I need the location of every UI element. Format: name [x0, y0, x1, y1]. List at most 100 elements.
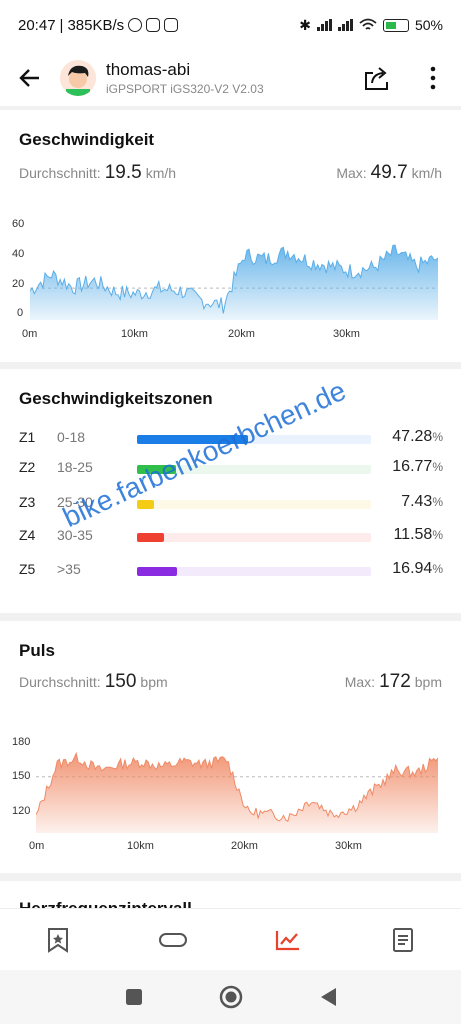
x-tick-label: 20km — [228, 328, 255, 340]
status-time: 20:47 — [18, 16, 56, 34]
zone-label: Z2 — [19, 459, 36, 475]
status-bar: 20:47 | 385KB/s ✱ 50% — [0, 0, 461, 50]
zone-bar-fill — [137, 465, 177, 474]
zone-row: Z4 30-35 11.58% — [19, 526, 443, 547]
battery-icon — [382, 18, 409, 32]
pulse-card: Puls Durchschnitt: 150 bpm Max: 172 bpm 180 … — [0, 621, 461, 873]
pulse-chart — [36, 751, 438, 833]
zone-percent: 16.94% — [392, 560, 443, 577]
pulse-max: Max: 172 bpm — [344, 671, 442, 692]
series-area — [30, 245, 438, 320]
heart-rate-interval-card: Herzfrequenzintervall — [0, 881, 461, 908]
tab-overview[interactable] — [0, 909, 115, 970]
y-tick-label: 180 — [12, 736, 31, 748]
wifi-icon — [359, 18, 377, 30]
signal-icon — [316, 19, 332, 31]
x-tick-label: 30km — [335, 840, 362, 852]
y-tick-label: 150 — [12, 770, 31, 782]
tab-charts[interactable] — [231, 909, 346, 970]
zone-percent: 16.77% — [392, 458, 443, 475]
system-navigation-bar — [0, 970, 461, 1024]
y-tick-label: 40 — [12, 248, 25, 260]
x-tick-label: 30km — [333, 328, 360, 340]
pulse-max-value: 172 — [379, 671, 411, 692]
arrow-left-icon — [19, 69, 39, 87]
zone-row: Z5 >35 16.94% — [19, 560, 443, 581]
x-tick-label: 0m — [29, 840, 45, 852]
pulse-average: Durchschnitt: 150 bpm — [19, 671, 168, 692]
zone-bar-fill — [137, 500, 155, 509]
share-button[interactable] — [349, 50, 405, 106]
line-chart-icon — [276, 930, 300, 950]
zone-row: Z3 25-30 7.43% — [19, 493, 443, 514]
zone-range: 0-18 — [57, 429, 86, 445]
series-area — [36, 753, 438, 833]
zone-row: Z2 18-25 16.77% — [19, 458, 443, 479]
more-options-button[interactable] — [405, 50, 461, 106]
zone-label: Z1 — [19, 429, 36, 445]
zone-label: Z4 — [19, 527, 36, 543]
recents-button[interactable] — [125, 988, 143, 1006]
discord-icon — [164, 18, 179, 32]
back-nav-button[interactable] — [319, 987, 337, 1007]
back-button[interactable] — [0, 50, 60, 106]
whatsapp-icon — [128, 18, 143, 32]
zone-bar-track — [137, 567, 371, 576]
more-vertical-icon — [430, 66, 436, 90]
zone-range: 30-35 — [57, 527, 93, 543]
zone-range: 18-25 — [57, 459, 93, 475]
speed-average: Durchschnitt: 19.5 km/h — [19, 162, 177, 183]
zone-bar-fill — [137, 435, 248, 444]
zone-label: Z3 — [19, 494, 36, 510]
zone-bar-track — [137, 500, 371, 509]
zones-title: Geschwindigkeitszonen — [19, 389, 213, 408]
heart-rate-interval-title: Herzfrequenzintervall — [19, 899, 192, 908]
app-header: thomas-abi iGPSPORT iGS320-V2 V2.03 — [0, 50, 461, 106]
x-tick-label: 0m — [22, 328, 38, 340]
tab-details[interactable] — [346, 909, 461, 970]
home-button[interactable] — [219, 985, 243, 1009]
zone-percent: 7.43% — [401, 493, 443, 510]
pulse-title: Puls — [19, 641, 55, 660]
zone-bar-track — [137, 533, 371, 542]
pulse-average-value: 150 — [104, 671, 137, 692]
bottom-tab-bar — [0, 908, 461, 970]
zone-bar-fill — [137, 567, 177, 576]
speed-zones-card: Geschwindigkeitszonen Z1 0-18 47.28% Z2 18-2… — [0, 369, 461, 613]
y-tick-label: 0 — [17, 307, 24, 319]
speed-average-value: 19.5 — [104, 162, 142, 183]
bookmark-star-icon — [47, 927, 68, 953]
y-tick-label: 20 — [12, 278, 25, 290]
tab-route[interactable] — [115, 909, 230, 970]
discord-icon — [146, 18, 161, 32]
series-line — [36, 751, 438, 823]
speed-chart — [30, 244, 438, 320]
zone-percent: 11.58% — [393, 526, 443, 543]
status-net-speed: 385KB/s — [67, 16, 125, 34]
signal-icon — [337, 19, 353, 31]
zone-bar-fill — [137, 533, 165, 542]
zone-row: Z1 0-18 47.28% — [19, 428, 443, 449]
zone-label: Z5 — [19, 561, 36, 577]
zone-percent: 47.28% — [392, 428, 443, 445]
zone-range: 25-30 — [57, 494, 93, 510]
x-tick-label: 10km — [127, 840, 154, 852]
speed-card: Geschwindigkeit Durchschnitt: 19.5 km/h Ma… — [0, 110, 461, 362]
battery-percent: 50% — [414, 17, 443, 33]
avatar[interactable] — [60, 60, 96, 96]
y-tick-label: 60 — [12, 218, 25, 230]
zone-bar-track — [137, 435, 371, 444]
avatar-image — [60, 60, 96, 96]
speed-title: Geschwindigkeit — [19, 130, 155, 149]
series-line — [30, 244, 438, 314]
x-tick-label: 20km — [231, 840, 258, 852]
speed-max: Max: 49.7 km/h — [336, 162, 442, 183]
user-name: thomas-abi — [106, 60, 191, 79]
speed-max-value: 49.7 — [370, 162, 408, 183]
document-icon — [393, 927, 414, 952]
device-info: iGPSPORT iGS320-V2 V2.03 — [106, 82, 264, 96]
share-icon — [365, 67, 388, 90]
bluetooth-icon: ✱ — [299, 16, 311, 33]
zone-range: >35 — [57, 561, 81, 577]
zone-bar-track — [137, 465, 371, 474]
